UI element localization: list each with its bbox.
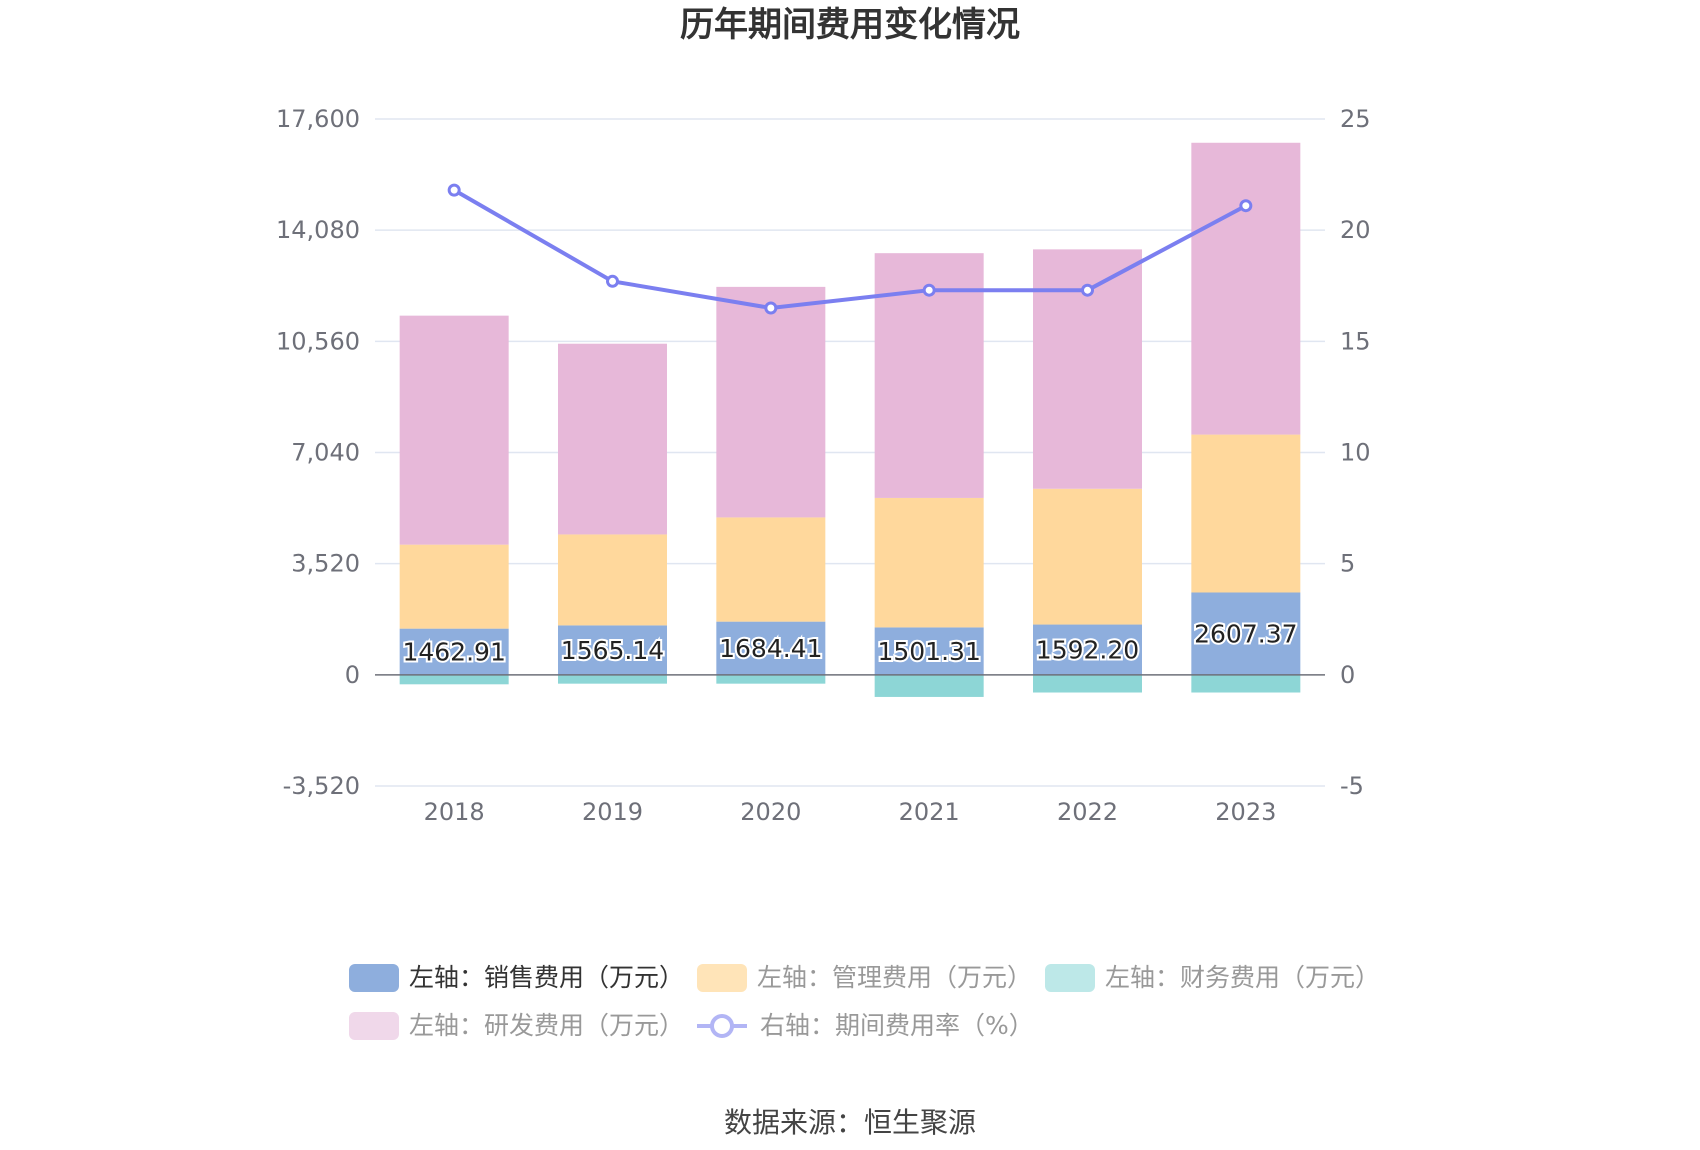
data-label: 1501.31 <box>877 637 980 666</box>
right-tick-label: 20 <box>1340 216 1371 244</box>
right-tick-label: 5 <box>1340 550 1355 578</box>
x-axis-ticks: 2018 2019 2020 2021 2022 2023 <box>424 798 1277 826</box>
bar-rd <box>558 343 667 535</box>
x-tick-label: 2021 <box>899 798 960 826</box>
data-label: 1684.41 <box>719 634 822 663</box>
bar-rd <box>399 315 509 545</box>
bar-finance <box>874 674 984 697</box>
legend-swatch-admin <box>697 964 747 992</box>
legend-item-finance[interactable]: 左轴：财务费用（万元） <box>1045 963 1380 992</box>
legend-item-sales[interactable]: 左轴：销售费用（万元） <box>349 963 684 992</box>
legend-item-rate[interactable]: 右轴：期间费用率（%） <box>697 1011 1034 1040</box>
x-tick-label: 2023 <box>1215 798 1276 826</box>
legend-swatch-rd <box>349 1012 399 1040</box>
data-label: 1462.91 <box>402 638 505 667</box>
right-tick-label: 25 <box>1340 105 1371 133</box>
chart-title: 历年期间费用变化情况 <box>680 5 1020 45</box>
x-tick-label: 2018 <box>424 798 485 826</box>
left-tick-label: 3,520 <box>291 550 360 578</box>
bar-admin <box>399 544 509 629</box>
rate-point <box>447 183 461 197</box>
bar-sales <box>1191 592 1301 675</box>
left-tick-label: 0 <box>345 661 360 689</box>
legend-swatch-sales <box>349 964 399 992</box>
bar-finance <box>399 674 509 685</box>
x-tick-label: 2019 <box>582 798 643 826</box>
right-tick-label: 0 <box>1340 661 1355 689</box>
legend-label-rd: 左轴：研发费用（万元） <box>409 1011 684 1040</box>
left-tick-label: 10,560 <box>276 327 360 355</box>
rate-line-series <box>447 183 1253 315</box>
sales-data-labels: 1462.91 1565.14 1684.41 1501.31 1592.20 2607.… <box>400 618 1299 669</box>
legend: 左轴：销售费用（万元） 左轴：管理费用（万元） 左轴：财务费用（万元） 左轴：研… <box>349 963 1380 1040</box>
left-tick-label: -3,520 <box>283 772 360 800</box>
bar-admin <box>1033 488 1142 625</box>
right-tick-label: -5 <box>1340 772 1364 800</box>
bar-rd <box>1191 142 1301 435</box>
legend-swatch-finance <box>1045 964 1095 992</box>
bar-admin <box>716 517 826 622</box>
legend-label-sales: 左轴：销售费用（万元） <box>409 963 684 992</box>
bar-rd <box>716 286 826 518</box>
bar-admin <box>874 497 984 628</box>
rate-point <box>1081 283 1094 297</box>
bar-sales <box>1033 624 1142 675</box>
data-source: 数据来源：恒生聚源 <box>724 1106 976 1139</box>
grid-lines <box>375 118 1325 787</box>
left-tick-label: 14,080 <box>276 216 360 244</box>
bar-sales <box>716 621 826 675</box>
legend-marker-rate <box>710 1014 734 1038</box>
bar-sales <box>399 628 509 675</box>
data-label: 1565.14 <box>561 636 664 665</box>
legend-label-rate: 右轴：期间费用率（%） <box>760 1011 1034 1040</box>
left-tick-label: 17,600 <box>276 105 360 133</box>
rate-point <box>1239 199 1253 213</box>
bar-series <box>399 142 1301 697</box>
bar-admin <box>558 534 667 626</box>
bar-admin <box>1191 434 1301 593</box>
bar-finance <box>1191 674 1301 693</box>
legend-label-admin: 左轴：管理费用（万元） <box>757 963 1032 992</box>
left-tick-label: 7,040 <box>291 439 360 467</box>
legend-item-rd[interactable]: 左轴：研发费用（万元） <box>349 1011 684 1040</box>
right-tick-label: 10 <box>1340 439 1371 467</box>
data-label: 1592.20 <box>1036 636 1139 665</box>
bar-finance <box>558 674 667 684</box>
bar-finance <box>716 674 826 684</box>
x-tick-label: 2022 <box>1057 798 1118 826</box>
right-axis-ticks: -5 0 5 10 15 20 25 <box>1340 105 1371 800</box>
rate-point <box>606 274 619 288</box>
x-tick-label: 2020 <box>740 798 801 826</box>
rate-point <box>922 283 936 297</box>
right-tick-label: 15 <box>1340 327 1371 355</box>
bar-finance <box>1033 674 1142 693</box>
bar-sales <box>874 627 984 675</box>
data-label: 2607.37 <box>1194 620 1297 649</box>
legend-label-finance: 左轴：财务费用（万元） <box>1105 963 1380 992</box>
left-axis-ticks: -3,520 0 3,520 7,040 10,560 14,080 17,600 <box>276 105 360 800</box>
rate-point <box>764 301 778 315</box>
legend-item-admin[interactable]: 左轴：管理费用（万元） <box>697 963 1032 992</box>
bar-sales <box>558 625 667 675</box>
rate-line <box>453 188 1247 311</box>
